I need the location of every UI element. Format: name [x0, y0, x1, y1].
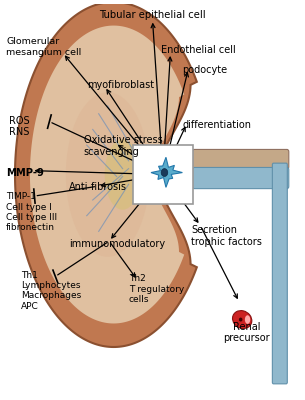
Text: Oxidative stress
scavenging: Oxidative stress scavenging	[84, 135, 163, 157]
Text: TIMP-1
Cell type I
Cell type III
fibronectin: TIMP-1 Cell type I Cell type III fibrone…	[6, 192, 57, 232]
Text: Th2
T regulatory
cells: Th2 T regulatory cells	[129, 274, 184, 304]
FancyBboxPatch shape	[272, 163, 287, 384]
Text: Secretion
trophic factors: Secretion trophic factors	[191, 226, 262, 247]
Ellipse shape	[66, 92, 149, 257]
Ellipse shape	[232, 310, 252, 328]
FancyBboxPatch shape	[192, 168, 289, 189]
Ellipse shape	[161, 169, 168, 176]
Text: MMP-9: MMP-9	[6, 168, 44, 178]
PathPatch shape	[151, 157, 182, 187]
FancyBboxPatch shape	[133, 145, 193, 204]
Text: immunomodulatory: immunomodulatory	[69, 239, 165, 249]
Text: differentiation: differentiation	[182, 120, 251, 130]
Text: Anti-fibrosis: Anti-fibrosis	[69, 182, 127, 192]
Text: podocyte: podocyte	[182, 65, 228, 75]
PathPatch shape	[15, 2, 197, 347]
Ellipse shape	[245, 315, 250, 324]
Text: Renal
precursor: Renal precursor	[223, 322, 270, 343]
Text: Glomerular
mesangium cell: Glomerular mesangium cell	[6, 37, 81, 57]
PathPatch shape	[30, 26, 184, 324]
Ellipse shape	[105, 139, 141, 210]
Text: Tubular epithelial cell: Tubular epithelial cell	[99, 10, 206, 20]
FancyBboxPatch shape	[192, 150, 289, 169]
Text: ROS
RNS: ROS RNS	[9, 116, 30, 137]
Ellipse shape	[239, 318, 242, 322]
Text: Th1
Lymphocytes
Macrophages
APC: Th1 Lymphocytes Macrophages APC	[21, 270, 81, 311]
Text: Endothelial cell: Endothelial cell	[161, 45, 236, 55]
Text: myofibroblast: myofibroblast	[87, 80, 154, 90]
